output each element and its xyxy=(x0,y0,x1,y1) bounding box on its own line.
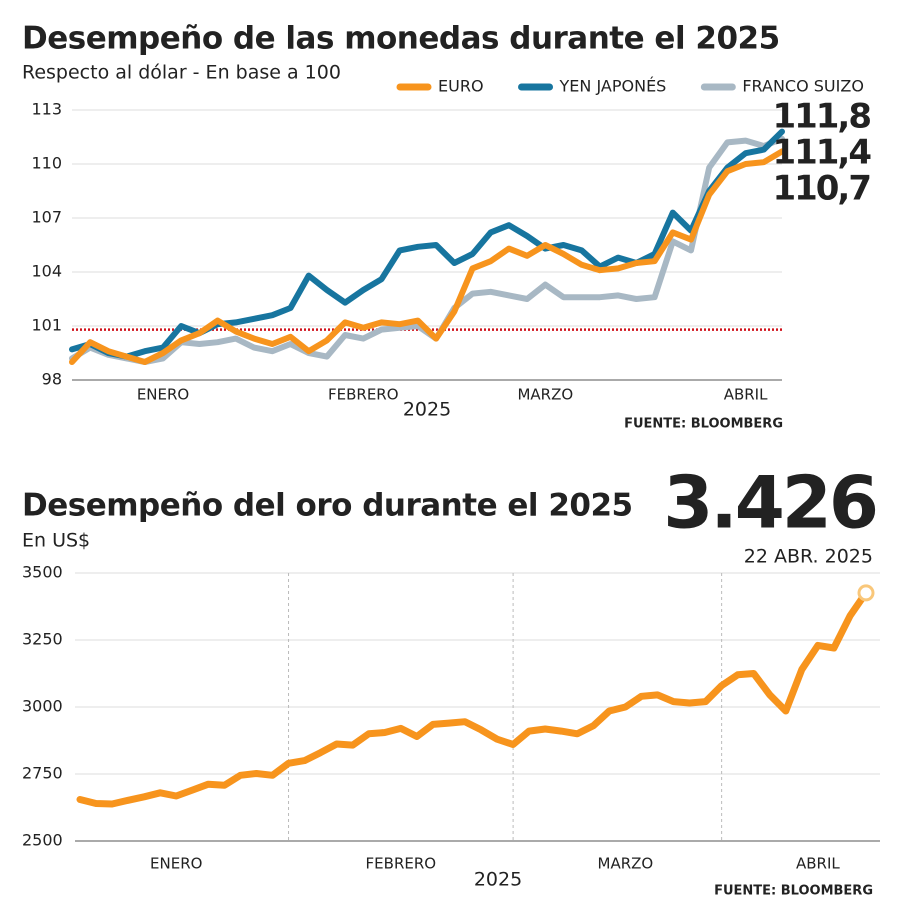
y-tick-label: 113 xyxy=(31,100,62,119)
series-line xyxy=(69,148,785,365)
chart-title: Desempeño de las monedas durante el 2025 xyxy=(22,21,780,57)
series-line xyxy=(69,128,785,360)
y-tick-label: 3000 xyxy=(22,697,63,716)
legend-label: EURO xyxy=(438,77,484,96)
x-tick-label: FEBRERO xyxy=(366,855,437,873)
chart-subtitle: En US$ xyxy=(22,530,90,552)
legend-label: YEN JAPONÉS xyxy=(559,77,667,96)
y-tick-label: 2750 xyxy=(22,764,63,783)
date-annotation: 22 ABR. 2025 xyxy=(744,546,873,568)
y-tick-label: 3500 xyxy=(22,563,63,582)
x-tick-label: ENERO xyxy=(137,386,189,404)
x-tick-label: FEBRERO xyxy=(328,386,399,404)
y-tick-label: 2500 xyxy=(22,831,63,850)
y-tick-label: 104 xyxy=(31,262,62,281)
y-tick-label: 98 xyxy=(42,370,62,389)
x-tick-label: ABRIL xyxy=(796,855,840,873)
series-line xyxy=(76,589,870,808)
x-axis-label: 2025 xyxy=(403,399,451,421)
chart-subtitle: Respecto al dólar - En base a 100 xyxy=(22,62,341,84)
source: FUENTE: BLOOMBERG xyxy=(714,884,873,899)
end-value-label: 111,4 xyxy=(772,133,871,173)
x-tick-label: MARZO xyxy=(517,386,573,404)
source: FUENTE: BLOOMBERG xyxy=(624,417,783,432)
big-value-label: 3.426 xyxy=(663,461,876,545)
y-tick-label: 3250 xyxy=(22,630,63,649)
legend-label: FRANCO SUIZO xyxy=(742,77,864,96)
end-value-label: 110,7 xyxy=(772,169,870,209)
y-tick-label: 110 xyxy=(31,154,62,173)
x-tick-label: ENERO xyxy=(150,855,202,873)
y-tick-label: 107 xyxy=(31,208,62,227)
y-tick-label: 101 xyxy=(31,316,62,335)
x-tick-label: MARZO xyxy=(598,855,654,873)
last-point xyxy=(857,584,875,602)
x-axis-label: 2025 xyxy=(474,869,522,891)
end-value-label: 111,8 xyxy=(772,97,870,137)
chart-title: Desempeño del oro durante el 2025 xyxy=(22,488,633,524)
x-tick-label: ABRIL xyxy=(724,386,768,404)
